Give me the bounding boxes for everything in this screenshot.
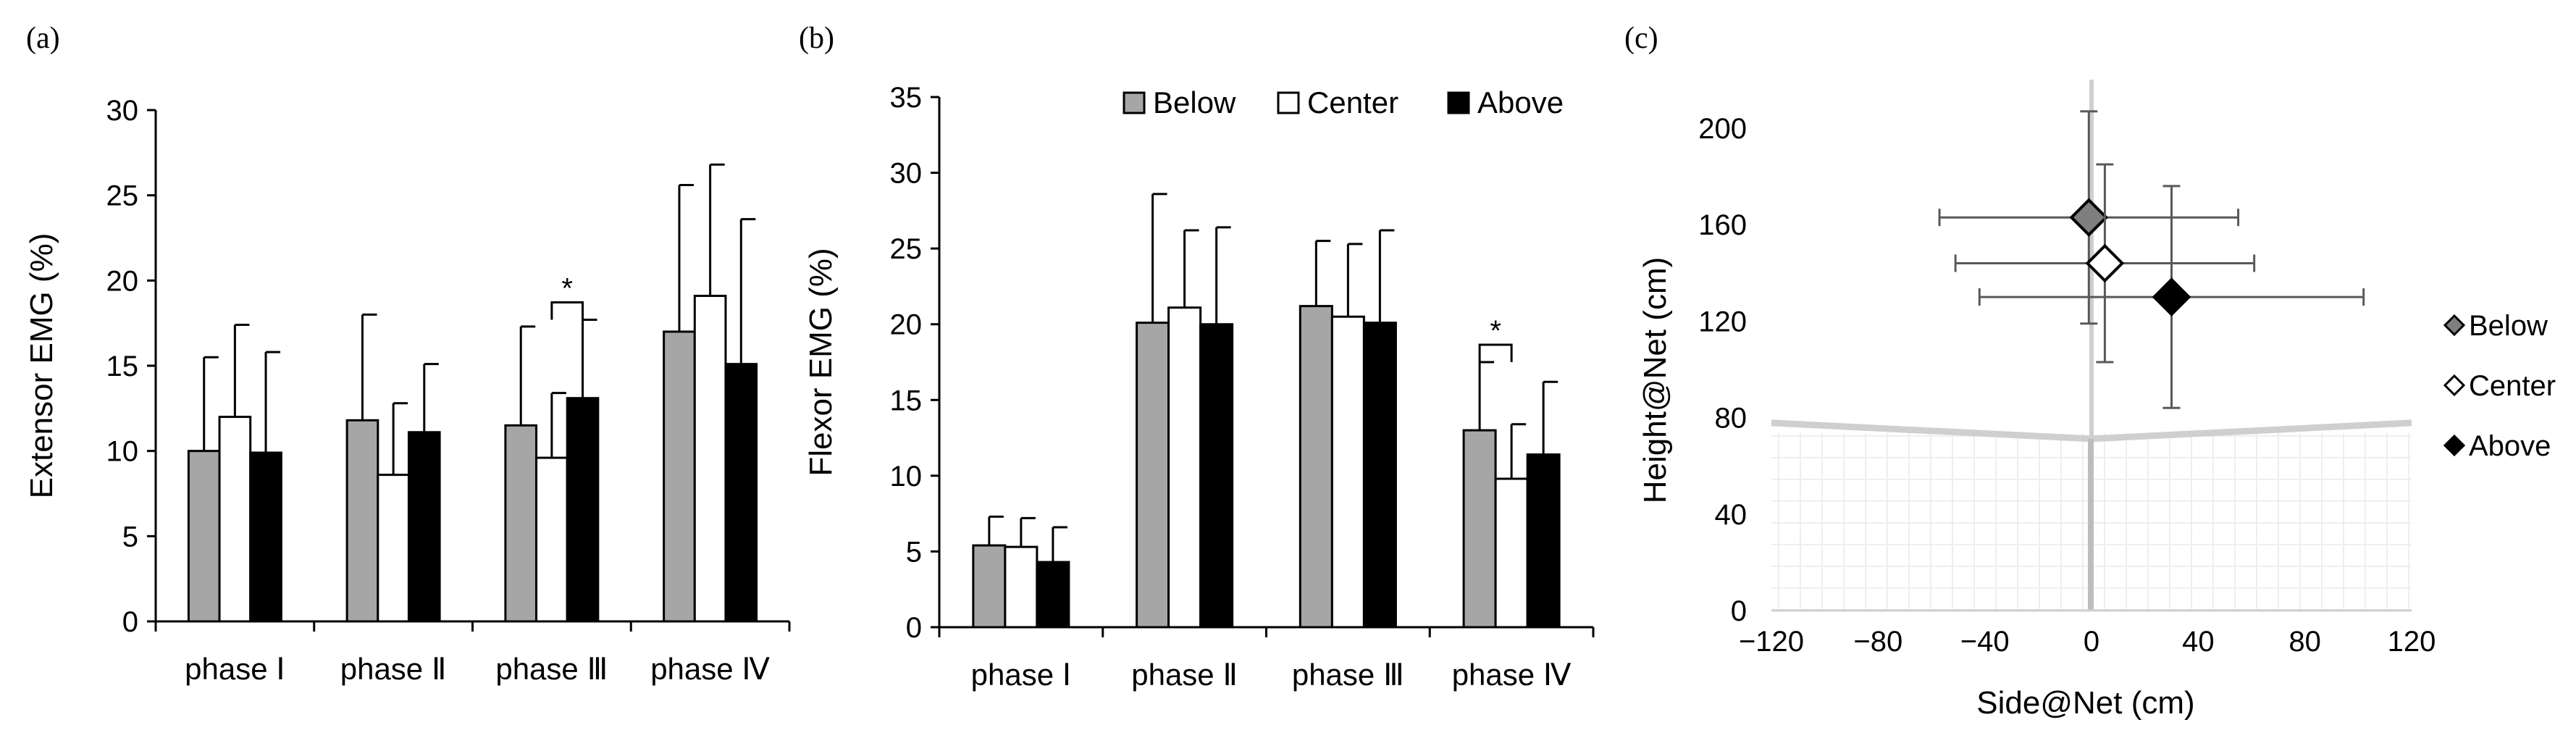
x-category-label: phase Ⅳ	[1452, 658, 1572, 692]
panel-b-label: (b)	[799, 22, 834, 55]
y-tick-label: 15	[106, 351, 139, 382]
x-category-label: phase Ⅰ	[971, 658, 1072, 692]
x-category-label: phase Ⅲ	[495, 652, 608, 686]
y-axis-title: Flexor EMG (%)	[803, 248, 839, 476]
legend-marker-above	[2443, 434, 2466, 457]
y-axis-title: Height@Net (cm)	[1637, 257, 1673, 504]
y-tick-label: 20	[106, 265, 139, 297]
x-tick-label: 40	[2182, 626, 2215, 658]
bar-above	[1036, 561, 1070, 629]
bar-below	[663, 330, 696, 623]
legend-label-above: Above	[1477, 85, 1564, 119]
bar-below	[1299, 305, 1333, 629]
x-category-label: phase Ⅱ	[1131, 658, 1238, 692]
bar-below	[345, 419, 379, 623]
legend-swatch-below	[1123, 91, 1146, 114]
legend-label-below: Below	[2469, 310, 2548, 342]
significance-bracket	[550, 301, 584, 320]
bar-center	[535, 456, 569, 623]
y-tick-label: 25	[890, 233, 923, 265]
y-tick-label: 40	[1715, 499, 1748, 531]
bar-center	[377, 474, 410, 623]
bar-center	[1004, 545, 1039, 629]
legend-swatch-center	[1277, 91, 1300, 114]
legend-swatch-above	[1447, 91, 1470, 114]
x-tick-label: −120	[1739, 626, 1804, 658]
y-axis-title: Extensor EMG (%)	[24, 233, 59, 499]
y-tick-label: 25	[106, 180, 139, 212]
y-tick-label: 0	[122, 606, 138, 638]
chart-c-scatter-position: −120 −80 −40 0 40 80 120 0 40 80 120 160 200 Side@Net…	[1637, 80, 2556, 721]
y-tick-label: 30	[106, 95, 139, 127]
significance-star: *	[561, 272, 573, 304]
legend-label-center: Center	[1307, 85, 1398, 119]
bar-center	[218, 416, 252, 623]
bar-center	[1330, 315, 1365, 629]
y-tick-label: 80	[1715, 403, 1748, 435]
bar-below	[187, 450, 221, 623]
bar-above	[566, 397, 600, 623]
bar-above	[1526, 453, 1561, 629]
bar-below	[972, 544, 1007, 629]
chart-b-flexor-emg: 0 5 10 15 20 25 30 35 Flexor EMG (%) phase Ⅰ phase…	[803, 82, 1595, 692]
x-category-label: phase Ⅱ	[340, 652, 447, 686]
bar-center	[693, 295, 727, 623]
y-tick-label: 10	[890, 461, 923, 492]
panel-a-label: (a)	[26, 22, 60, 55]
legend-label-center: Center	[2469, 370, 2556, 402]
bar-below	[1462, 429, 1497, 629]
bar-below	[504, 424, 538, 623]
bar-center	[1167, 306, 1202, 629]
y-tick-label: 5	[906, 536, 922, 568]
panel-c-label: (c)	[1624, 22, 1658, 55]
bar-above	[724, 363, 758, 623]
y-tick-label: 200	[1698, 113, 1747, 145]
legend-marker-center	[2443, 374, 2466, 397]
point-below	[2069, 198, 2109, 238]
legend-label-above: Above	[2469, 430, 2551, 462]
bar-above	[407, 431, 441, 623]
x-tick-label: −40	[1960, 626, 2010, 658]
significance-star: *	[1490, 315, 1501, 347]
x-category-label: phase Ⅰ	[185, 652, 285, 686]
bar-above	[249, 451, 282, 623]
point-above	[2152, 277, 2191, 316]
legend-marker-below	[2443, 314, 2466, 337]
y-tick-label: 30	[890, 158, 923, 190]
y-tick-label: 20	[890, 309, 923, 341]
x-category-label: phase Ⅲ	[1292, 658, 1404, 692]
chart-a-extensor-emg: 0 5 10 15 20 25 30 Extensor EMG (%) phase Ⅰ phase…	[24, 95, 791, 686]
y-tick-label: 120	[1698, 306, 1747, 337]
y-tick-label: 5	[122, 521, 138, 553]
bar-above	[1362, 322, 1397, 629]
y-tick-label: 15	[890, 385, 923, 416]
x-tick-label: −80	[1853, 626, 1902, 658]
x-axis-title: Side@Net (cm)	[1976, 685, 2194, 721]
y-tick-label: 0	[1731, 595, 1747, 627]
x-tick-label: 120	[2388, 626, 2436, 658]
legend-label-below: Below	[1153, 85, 1236, 119]
bar-above	[1199, 323, 1234, 629]
y-tick-label: 35	[890, 82, 923, 114]
bar-center	[1494, 477, 1529, 629]
point-center	[2085, 243, 2125, 283]
bar-below	[1136, 322, 1170, 629]
y-tick-label: 0	[906, 612, 922, 644]
significance-bracket	[1478, 343, 1513, 362]
y-tick-label: 160	[1698, 209, 1747, 241]
x-category-label: phase Ⅳ	[650, 652, 770, 686]
x-tick-label: 0	[2084, 626, 2099, 658]
y-tick-label: 10	[106, 436, 139, 468]
x-tick-label: 80	[2288, 626, 2321, 658]
